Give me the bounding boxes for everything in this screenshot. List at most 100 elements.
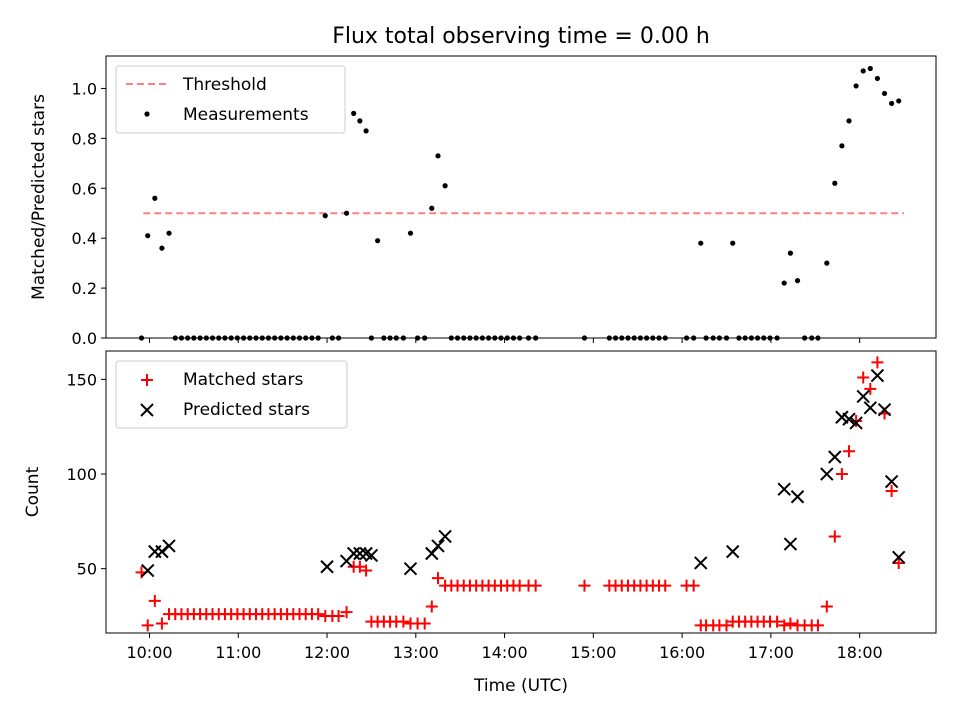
matched-star-point xyxy=(820,600,833,613)
predicted-star-point xyxy=(320,560,334,574)
matched-star-point xyxy=(353,560,366,573)
x-tick-label: 14:00 xyxy=(482,643,528,662)
bottom-legend-box xyxy=(115,360,348,429)
measurement-point xyxy=(710,335,716,341)
legend-measurements-label: Measurements xyxy=(183,105,309,125)
matched-star-point xyxy=(811,619,824,632)
measurement-point xyxy=(185,335,191,341)
predicted-star-point xyxy=(863,401,878,415)
predicted-star-point xyxy=(877,402,892,417)
predicted-star-point xyxy=(364,548,379,563)
matched-star-point xyxy=(885,485,898,498)
measurement-point xyxy=(874,75,881,82)
measurement-point xyxy=(393,335,399,341)
predicted-star-point xyxy=(870,368,885,383)
measurement-point xyxy=(650,335,656,341)
measurement-point xyxy=(533,335,539,341)
x-tick-label: 12:00 xyxy=(304,643,350,662)
predicted-star-point xyxy=(783,537,798,551)
measurement-point xyxy=(138,335,145,341)
measurement-point xyxy=(145,233,151,239)
measurement-point xyxy=(485,335,492,341)
predicted-star-point xyxy=(849,416,863,430)
predicted-star-point xyxy=(884,474,899,489)
legend-threshold-label: Threshold xyxy=(182,75,267,95)
measurement-point xyxy=(322,213,328,219)
measurement-point xyxy=(178,335,185,341)
measurement-point xyxy=(846,118,852,124)
matched-star-point xyxy=(529,579,542,592)
matched-star-point xyxy=(871,356,884,369)
top-y-tick-label: 0.8 xyxy=(72,129,97,148)
measurement-point xyxy=(467,335,473,341)
measurement-point xyxy=(448,335,454,341)
predicted-star-point xyxy=(438,529,452,544)
measurement-point xyxy=(265,335,272,341)
top-y-tick-label: 0.2 xyxy=(72,279,97,298)
x-tick-label: 13:00 xyxy=(393,643,439,662)
measurement-point xyxy=(375,238,381,244)
measurement-point xyxy=(881,90,888,97)
measurement-point xyxy=(461,335,467,341)
measurement-point xyxy=(504,335,510,341)
measurement-point xyxy=(159,245,165,251)
measurement-point xyxy=(860,68,866,74)
predicted-star-point xyxy=(431,539,445,553)
measurement-point xyxy=(492,335,498,341)
legend-matched-swatch xyxy=(141,374,153,386)
x-tick-label: 10:00 xyxy=(126,643,172,662)
measurement-point xyxy=(303,335,309,341)
measurement-point xyxy=(656,335,662,341)
matched-star-point xyxy=(835,468,848,481)
measurement-point xyxy=(742,335,748,341)
predicted-star-point xyxy=(777,482,791,496)
predicted-star-point xyxy=(162,539,176,553)
measurement-point xyxy=(387,335,393,341)
measurement-point xyxy=(625,335,631,341)
measurement-point xyxy=(343,210,350,216)
matched-star-point xyxy=(778,619,791,632)
top-panel: 0.0 0.2 0.4 0.6 0.8 1.0 Threshold Measurement… xyxy=(29,55,937,348)
measurement-point xyxy=(197,335,203,341)
top-legend-box xyxy=(115,65,346,134)
matched-star-point xyxy=(141,619,154,632)
measurement-point xyxy=(716,335,723,341)
predicted-star-point xyxy=(694,556,708,570)
measurement-point xyxy=(335,335,342,341)
measurement-point xyxy=(703,335,709,341)
bottom-y-axis-label: Count xyxy=(23,466,43,517)
legend-measurements-swatch xyxy=(144,111,150,117)
measurement-point xyxy=(794,278,801,284)
measurement-point xyxy=(296,335,303,341)
top-y-tick-label: 1.0 xyxy=(72,79,97,98)
legend-predicted-swatch xyxy=(140,403,154,417)
x-tick-label: 17:00 xyxy=(748,643,794,662)
measurement-point xyxy=(315,335,321,341)
measurement-point xyxy=(381,335,387,341)
measurement-point xyxy=(400,335,406,341)
measurement-point xyxy=(730,240,736,246)
matched-star-point xyxy=(784,617,797,630)
bottom-axes-frame xyxy=(105,350,937,634)
measurement-point xyxy=(606,335,612,341)
measurement-point xyxy=(510,335,517,341)
top-y-tick-label: 0.0 xyxy=(72,329,97,348)
measurement-point xyxy=(454,335,461,341)
x-tick-label: 16:00 xyxy=(659,643,705,662)
measurement-point xyxy=(473,335,479,341)
x-tick-label: 18:00 xyxy=(837,643,883,662)
top-legend: Threshold Measurements xyxy=(115,65,346,134)
measurement-point xyxy=(867,65,873,72)
predicted-star-point xyxy=(346,546,361,561)
measurement-point xyxy=(203,335,209,341)
measurement-point xyxy=(809,335,815,341)
predicted-star-point xyxy=(403,561,418,576)
x-axis-label: Time (UTC) xyxy=(473,676,568,696)
measurement-point xyxy=(525,335,532,341)
predicted-star-point xyxy=(828,450,842,464)
measurement-point xyxy=(889,100,895,107)
measurement-point xyxy=(357,118,363,124)
measurement-points xyxy=(138,65,902,341)
matched-star-point xyxy=(425,600,438,613)
